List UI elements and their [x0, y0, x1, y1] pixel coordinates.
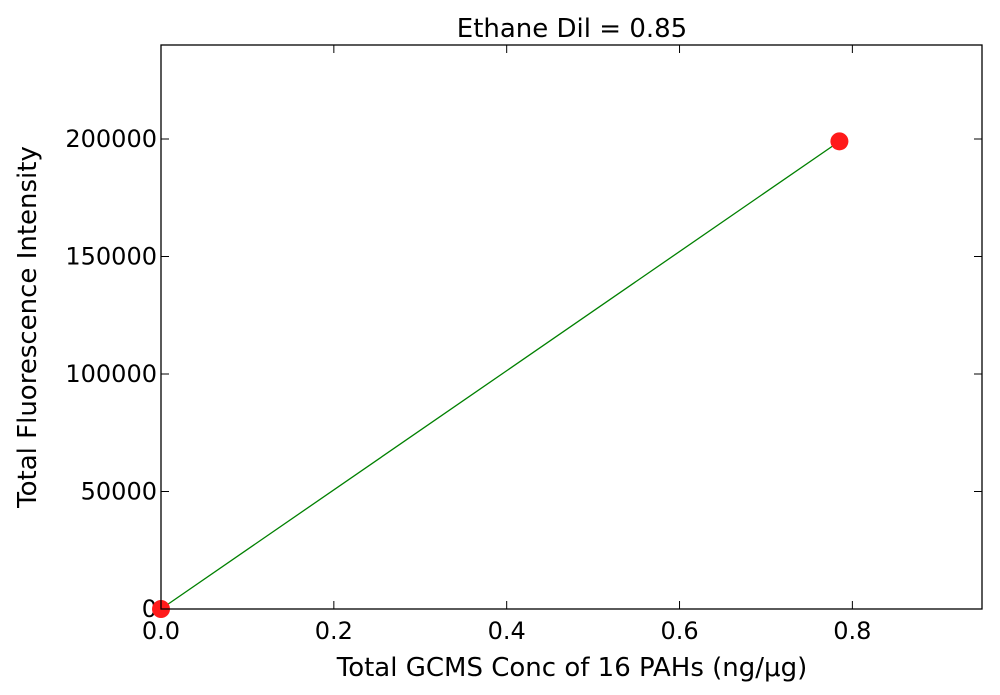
- ticks: 0.0 0.2 0.4 0.6 0.8 0 50000 100000 150000 200000: [65, 45, 982, 645]
- y-tick-label: 150000: [65, 243, 157, 271]
- x-tick-label: 0.4: [488, 617, 526, 645]
- x-axis-label: Total GCMS Conc of 16 PAHs (ng/μg): [336, 653, 808, 683]
- chart-title: Ethane Dil = 0.85: [457, 14, 687, 44]
- x-tick-label: 0.0: [142, 617, 180, 645]
- x-tick-label: 0.8: [833, 617, 871, 645]
- data-point: [830, 132, 849, 151]
- y-tick-label: 100000: [65, 360, 157, 388]
- x-tick-label: 0.2: [315, 617, 353, 645]
- fit-line: [160, 140, 840, 610]
- y-tick-label: 50000: [81, 478, 157, 506]
- axes-frame: [160, 44, 983, 610]
- y-tick-label: 0: [142, 595, 157, 623]
- x-tick-label: 0.6: [660, 617, 698, 645]
- y-axis-label: Total Fluorescence Intensity: [13, 146, 43, 509]
- y-tick-label: 200000: [65, 125, 157, 153]
- plot-area: [152, 132, 849, 618]
